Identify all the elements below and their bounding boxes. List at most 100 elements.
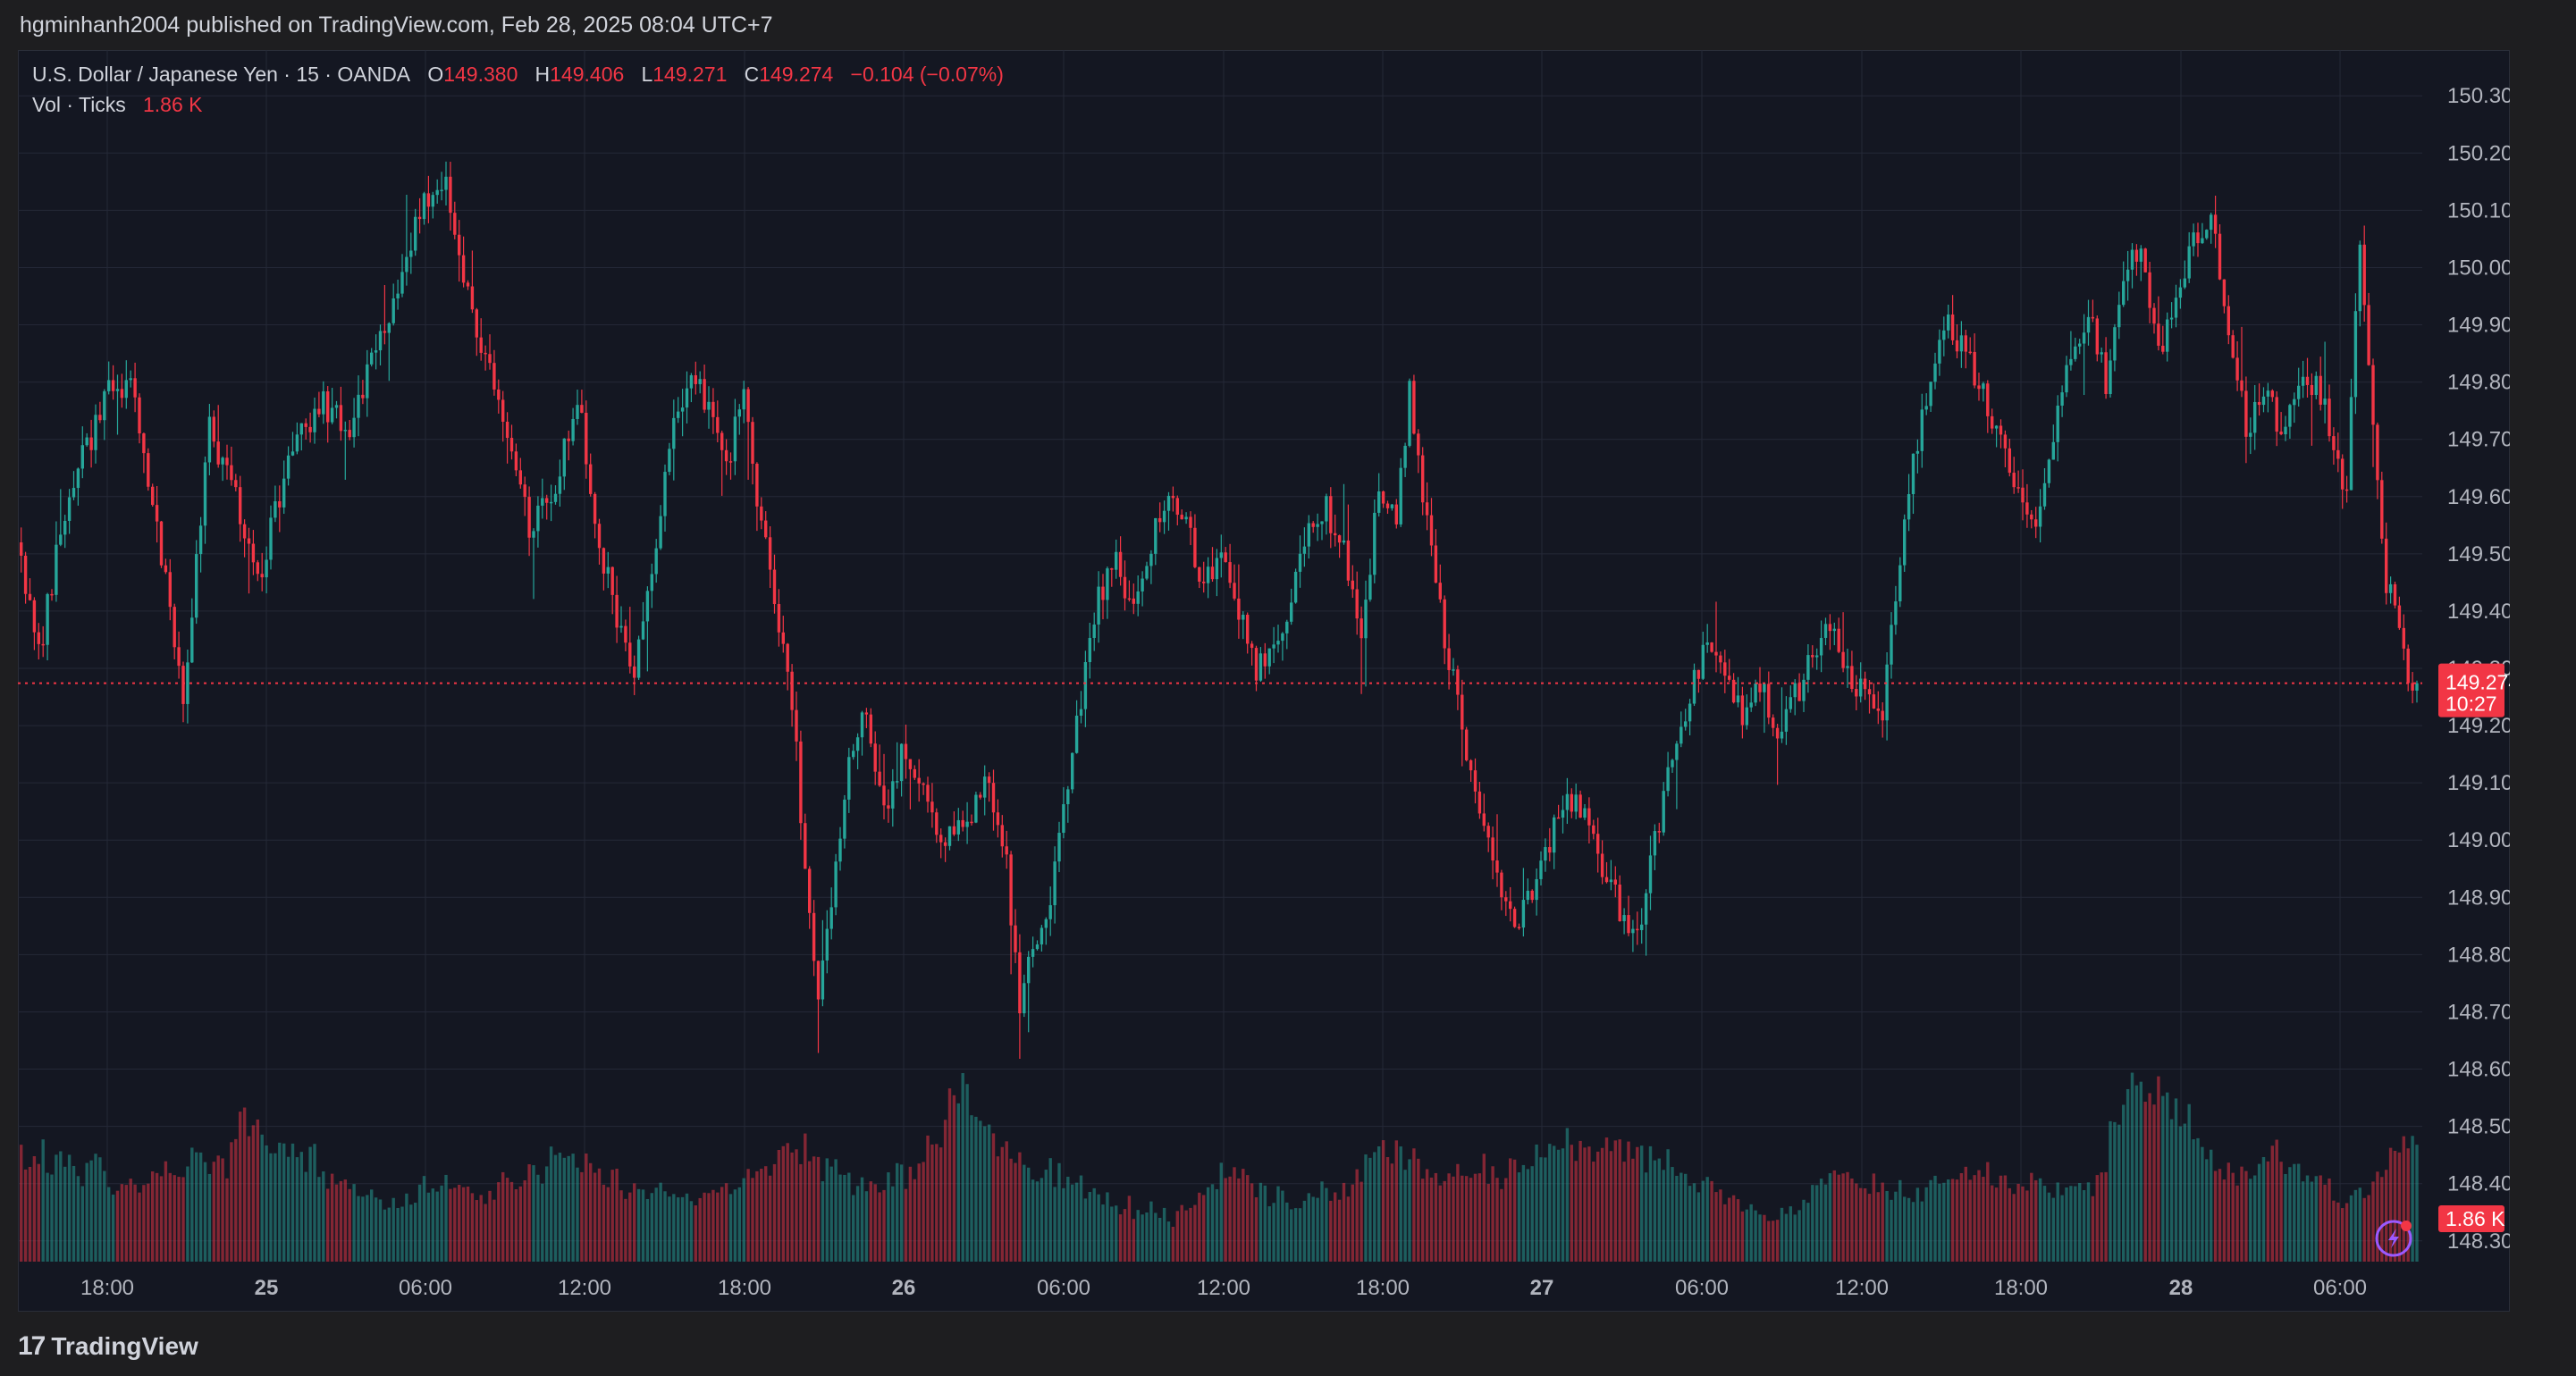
volume-bar bbox=[737, 1187, 741, 1262]
candle-body bbox=[2069, 358, 2073, 365]
candle-body bbox=[2222, 279, 2227, 306]
candle-body bbox=[1994, 425, 1999, 429]
candle-body bbox=[1955, 340, 1959, 352]
candle-body bbox=[76, 468, 80, 489]
candle-body bbox=[2402, 627, 2405, 649]
candle-body bbox=[1154, 517, 1158, 554]
volume-bar bbox=[20, 1145, 23, 1262]
volume-bar bbox=[751, 1178, 754, 1262]
volume-bar bbox=[409, 1204, 413, 1262]
volume-bar bbox=[1767, 1221, 1771, 1262]
volume-bar bbox=[1881, 1182, 1884, 1262]
volume-bar bbox=[2301, 1181, 2305, 1262]
volume-bar bbox=[2362, 1197, 2366, 1262]
candle-body bbox=[1477, 791, 1482, 814]
candle-body bbox=[1263, 653, 1267, 667]
volume-bar bbox=[1377, 1145, 1381, 1262]
candle-body bbox=[1447, 648, 1451, 670]
candle-body bbox=[1219, 552, 1223, 558]
volume-bar bbox=[251, 1125, 256, 1262]
candle-body bbox=[1202, 581, 1206, 583]
candle-body bbox=[2038, 506, 2042, 527]
candle-body bbox=[492, 363, 496, 390]
candle-body bbox=[142, 433, 146, 454]
volume-bar bbox=[659, 1182, 662, 1262]
volume-bar bbox=[2074, 1186, 2077, 1262]
volume-bar bbox=[728, 1194, 733, 1262]
tradingview-logo[interactable]: 17 TradingView bbox=[18, 1331, 198, 1362]
volume-bar bbox=[2385, 1170, 2388, 1262]
candle-body bbox=[1377, 491, 1381, 513]
candle-body bbox=[212, 416, 215, 442]
volume-value-label: 1.86 K bbox=[2438, 1205, 2505, 1232]
volume-bar bbox=[834, 1159, 838, 1262]
volume-indicator-name[interactable]: Vol · Ticks bbox=[32, 93, 126, 116]
volume-bar bbox=[2323, 1184, 2327, 1262]
candle-body bbox=[790, 671, 794, 710]
candle-body bbox=[549, 501, 553, 504]
lightning-icon[interactable] bbox=[2375, 1220, 2412, 1257]
volume-bar bbox=[2091, 1196, 2095, 1262]
candle-body bbox=[1215, 558, 1219, 580]
candle-body bbox=[1206, 566, 1210, 583]
candle-body bbox=[668, 449, 671, 473]
volume-bar bbox=[1872, 1173, 1876, 1262]
volume-bar bbox=[2169, 1119, 2174, 1262]
price-chart[interactable]: 150.300 150.200 150.100 150.000 149.900 149.8… bbox=[18, 50, 2510, 1312]
volume-bar bbox=[265, 1145, 268, 1262]
candle-body bbox=[2270, 390, 2274, 398]
chart-pane[interactable] bbox=[18, 50, 2510, 1312]
current-price-value: 149.274 bbox=[2446, 671, 2510, 694]
candle-body bbox=[1044, 919, 1048, 928]
candle-body bbox=[453, 213, 457, 235]
volume-bar bbox=[602, 1184, 606, 1262]
volume-bar bbox=[488, 1190, 492, 1262]
volume-bar bbox=[103, 1170, 106, 1262]
symbol-name[interactable]: U.S. Dollar / Japanese Yen · 15 · OANDA bbox=[32, 63, 411, 86]
time-tick-label: 18:00 bbox=[1356, 1276, 1410, 1300]
candle-body bbox=[764, 520, 768, 538]
volume-bar bbox=[2056, 1182, 2059, 1262]
current-price-label: 149.274 10:27 bbox=[2438, 663, 2510, 717]
candle-body bbox=[2051, 441, 2055, 460]
candle-body bbox=[422, 193, 426, 220]
candle-body bbox=[1627, 915, 1630, 934]
candle-body bbox=[873, 743, 877, 772]
candle-body bbox=[896, 781, 899, 783]
candle-body bbox=[974, 794, 978, 823]
volume-bar bbox=[278, 1142, 282, 1262]
candle-body bbox=[1298, 553, 1302, 572]
candle-body bbox=[63, 520, 67, 535]
candle-body bbox=[922, 783, 925, 785]
candle-body bbox=[2126, 269, 2130, 281]
candle-body bbox=[2257, 401, 2261, 406]
volume-bar bbox=[2402, 1136, 2405, 1262]
volume-bar bbox=[98, 1157, 102, 1262]
candle-body bbox=[1784, 709, 1789, 732]
candle-body bbox=[2411, 683, 2414, 691]
candle-body bbox=[1653, 831, 1657, 856]
candle-body bbox=[1132, 598, 1135, 604]
volume-bar bbox=[32, 1156, 37, 1262]
volume-bar bbox=[426, 1192, 431, 1262]
volume-bar bbox=[2257, 1163, 2261, 1262]
volume-bar bbox=[269, 1153, 273, 1262]
candle-body bbox=[1872, 694, 1876, 709]
candle-body bbox=[1671, 759, 1674, 768]
candle-body bbox=[891, 781, 895, 809]
volume-bar bbox=[1184, 1210, 1188, 1262]
volume-bar bbox=[155, 1172, 159, 1262]
candle-body bbox=[1789, 697, 1792, 709]
volume-bar bbox=[2240, 1166, 2243, 1262]
time-axis[interactable]: 18:00 25 06:00 12:00 18:00 26 06:00 12:00 18:00 2… bbox=[80, 1276, 2367, 1300]
volume-bar bbox=[1101, 1204, 1105, 1262]
volume-bar bbox=[1250, 1183, 1254, 1262]
volume-bar bbox=[2406, 1148, 2410, 1262]
volume-bar bbox=[440, 1185, 443, 1262]
price-axis[interactable]: 150.300 150.200 150.100 150.000 149.900 149.8… bbox=[2447, 84, 2510, 1254]
candle-body bbox=[703, 379, 706, 410]
candle-body bbox=[216, 441, 220, 465]
candle-body bbox=[46, 593, 49, 645]
candle-body bbox=[983, 776, 987, 798]
candle-body bbox=[2332, 436, 2336, 450]
